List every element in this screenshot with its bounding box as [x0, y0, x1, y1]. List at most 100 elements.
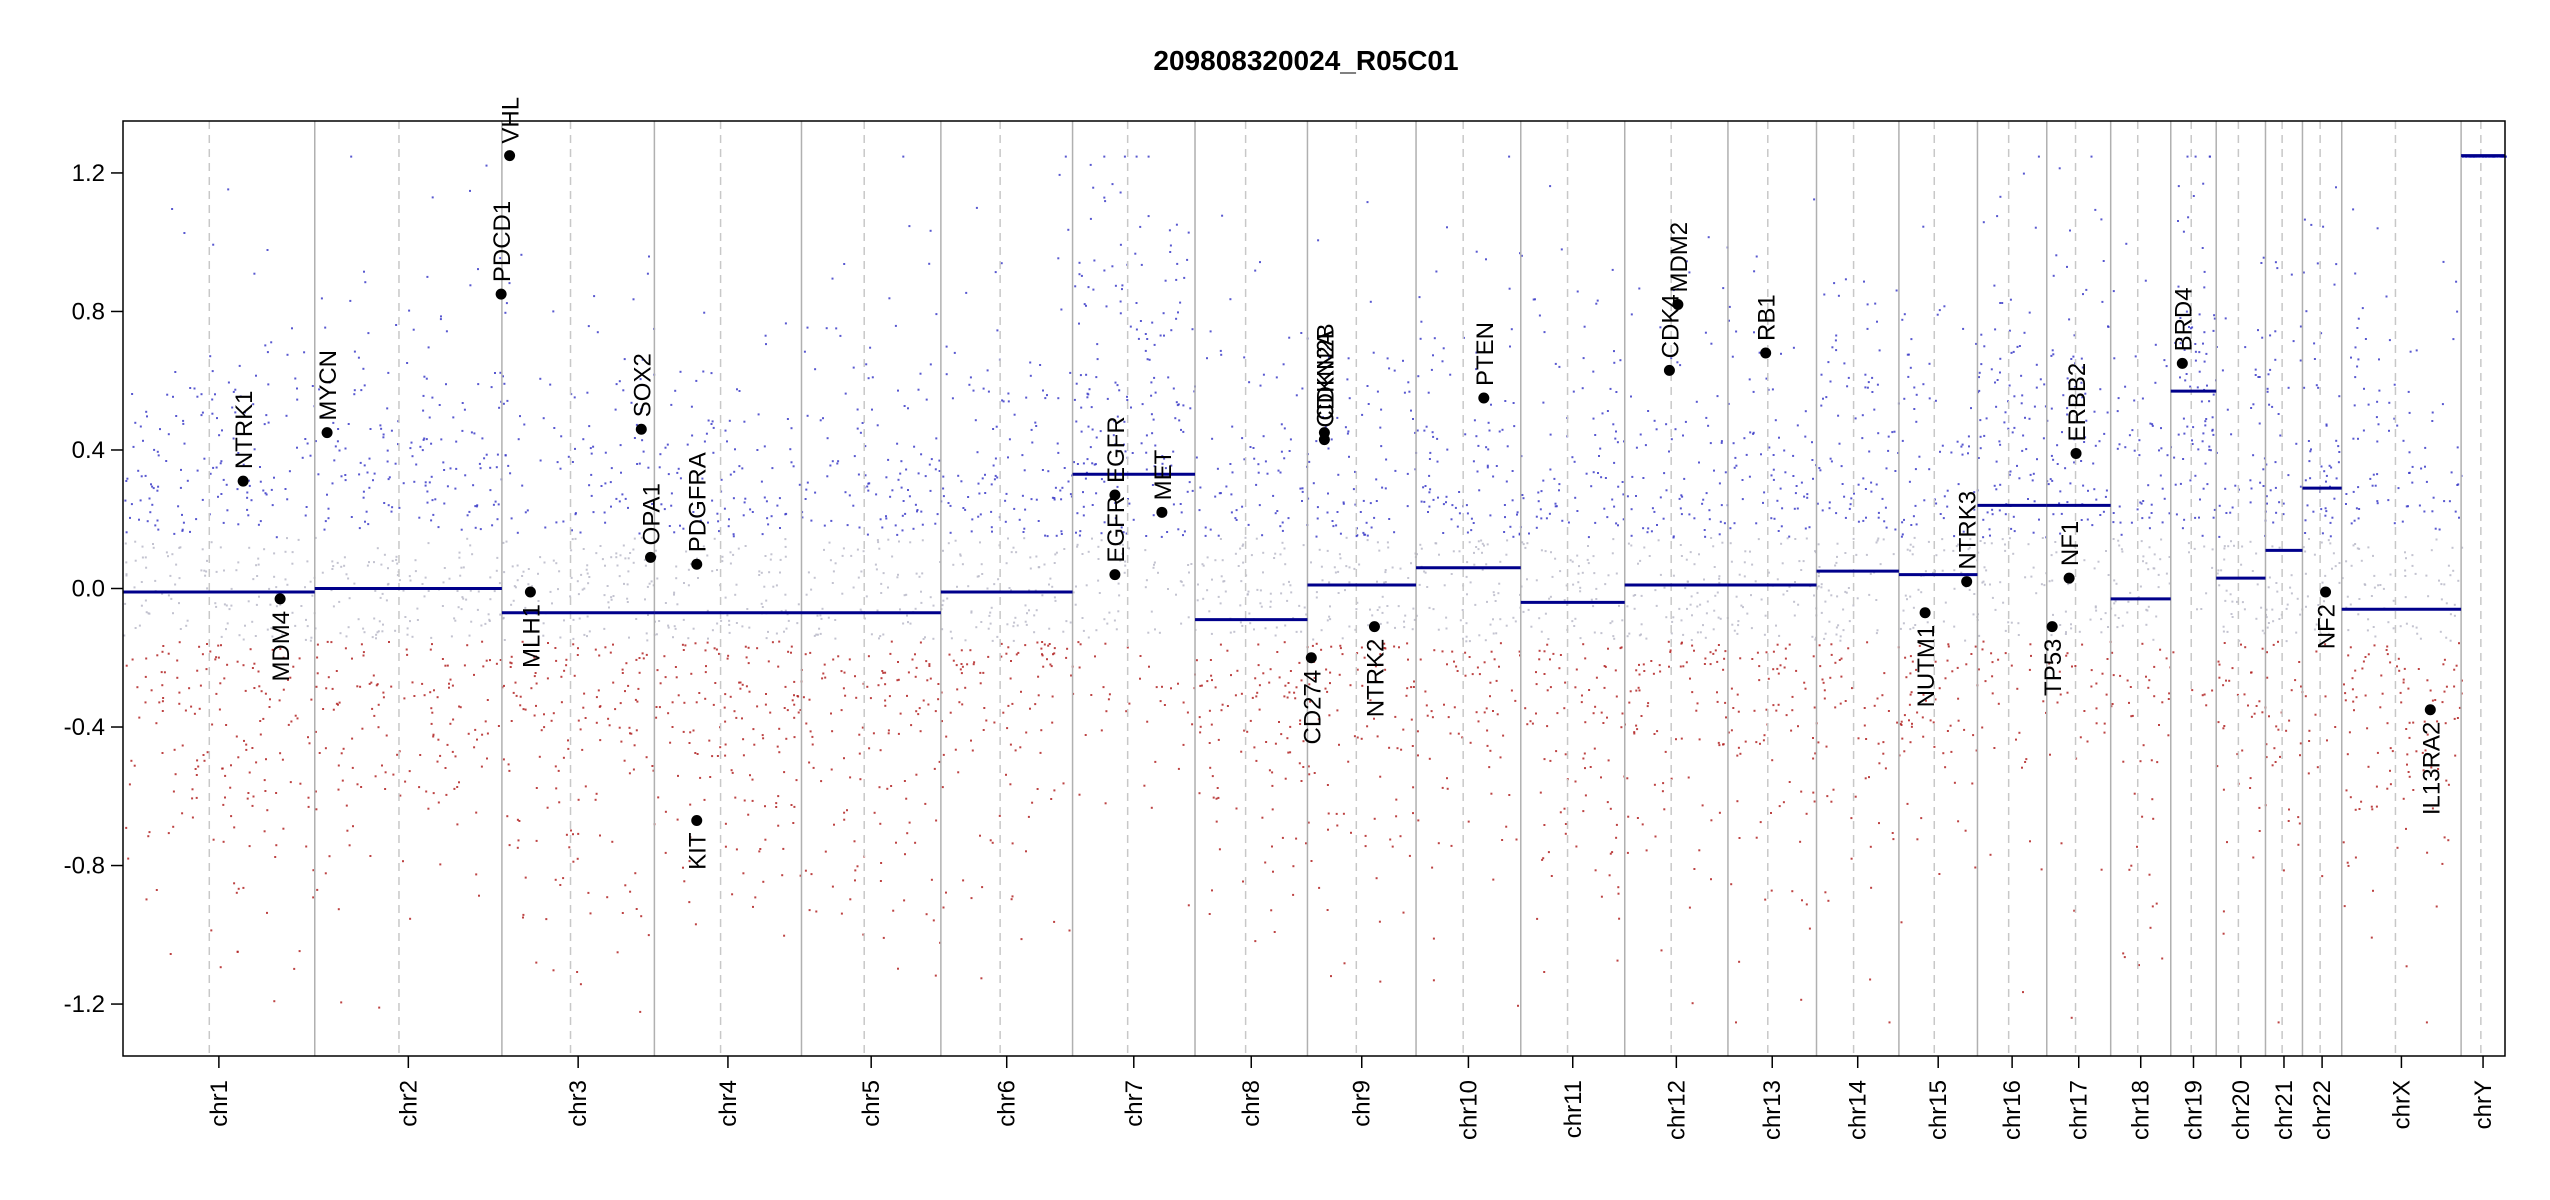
- probe-point: [689, 803, 692, 806]
- probe-point: [1738, 837, 1741, 839]
- probe-point: [1783, 449, 1786, 452]
- probe-point: [1554, 502, 1557, 505]
- probe-point: [1804, 410, 1807, 413]
- probe-point: [1563, 599, 1566, 602]
- probe-point: [935, 819, 938, 822]
- probe-point: [1730, 687, 1733, 690]
- probe-point: [1009, 677, 1012, 680]
- probe-point: [677, 774, 679, 777]
- probe-point: [1119, 243, 1122, 246]
- probe-point: [1906, 802, 1909, 805]
- probe-point: [632, 561, 635, 564]
- probe-point: [1235, 519, 1238, 521]
- probe-point: [455, 440, 458, 443]
- probe-point: [1298, 661, 1301, 664]
- probe-point: [2250, 671, 2253, 674]
- probe-point: [1671, 620, 1674, 623]
- probe-point: [463, 408, 466, 411]
- probe-point: [1113, 420, 1116, 423]
- probe-point: [790, 461, 793, 464]
- probe-point: [2124, 385, 2127, 388]
- probe-point: [970, 897, 973, 900]
- probe-point: [1426, 714, 1429, 717]
- probe-point: [783, 630, 785, 633]
- probe-point: [247, 600, 250, 603]
- probe-point: [668, 525, 671, 527]
- probe-point: [1007, 646, 1010, 649]
- probe-point: [1874, 302, 1877, 305]
- probe-point: [1828, 507, 1831, 510]
- probe-point: [2196, 608, 2198, 611]
- probe-point: [2095, 609, 2098, 612]
- probe-point: [1445, 627, 1448, 630]
- probe-point: [1116, 485, 1119, 488]
- probe-point: [1438, 553, 1440, 556]
- probe-point: [697, 577, 699, 579]
- probe-point: [394, 629, 397, 632]
- probe-point: [125, 561, 128, 564]
- probe-point: [2103, 432, 2106, 435]
- probe-point: [1000, 642, 1003, 645]
- probe-point: [1473, 419, 1476, 422]
- probe-point: [1295, 686, 1298, 689]
- probe-point: [1243, 458, 1246, 461]
- probe-point: [1013, 413, 1016, 416]
- probe-point: [2275, 582, 2278, 584]
- probe-point: [1938, 687, 1941, 690]
- probe-point: [1219, 538, 1222, 540]
- probe-point: [1721, 541, 1724, 544]
- probe-point: [1172, 503, 1175, 506]
- probe-point: [916, 509, 919, 511]
- probe-point: [1974, 866, 1977, 869]
- probe-point: [899, 712, 902, 715]
- probe-point: [471, 553, 474, 556]
- probe-point: [1355, 608, 1358, 611]
- probe-point: [1197, 583, 1199, 586]
- probe-point: [1082, 505, 1085, 508]
- probe-point: [706, 641, 709, 644]
- probe-point: [499, 257, 502, 260]
- probe-point: [499, 371, 502, 374]
- probe-point: [2087, 489, 2089, 492]
- probe-point: [1680, 555, 1683, 557]
- probe-point: [2314, 713, 2317, 716]
- probe-point: [421, 682, 424, 685]
- probe-point: [897, 478, 900, 481]
- probe-point: [770, 515, 773, 518]
- probe-point: [1004, 520, 1007, 523]
- probe-point: [1445, 616, 1448, 619]
- probe-point: [526, 509, 529, 512]
- probe-point: [429, 691, 432, 694]
- probe-point: [344, 474, 347, 476]
- probe-point: [172, 825, 175, 828]
- probe-point: [793, 716, 796, 719]
- probe-point: [203, 569, 206, 572]
- probe-point: [268, 706, 271, 708]
- probe-point: [1341, 653, 1344, 656]
- probe-point: [630, 401, 633, 404]
- probe-point: [1269, 600, 1272, 603]
- probe-point: [675, 676, 678, 679]
- probe-point: [1335, 812, 1338, 815]
- probe-point: [1990, 542, 1993, 545]
- probe-point: [2186, 425, 2189, 428]
- probe-point: [1212, 796, 1215, 799]
- probe-point: [344, 479, 347, 482]
- probe-point: [1070, 674, 1073, 677]
- probe-point: [2105, 693, 2108, 696]
- probe-point: [641, 439, 644, 442]
- probe-point: [479, 528, 482, 531]
- probe-point: [1759, 821, 1762, 824]
- probe-point: [682, 618, 685, 621]
- probe-point: [718, 652, 720, 655]
- probe-point: [917, 388, 920, 391]
- probe-point: [1965, 663, 1968, 666]
- probe-point: [307, 736, 309, 739]
- probe-point: [555, 562, 558, 565]
- probe-point: [1808, 526, 1811, 529]
- probe-point: [994, 457, 997, 460]
- probe-point: [2069, 482, 2072, 485]
- probe-point: [735, 848, 738, 851]
- probe-point: [255, 761, 258, 764]
- probe-point: [676, 603, 679, 606]
